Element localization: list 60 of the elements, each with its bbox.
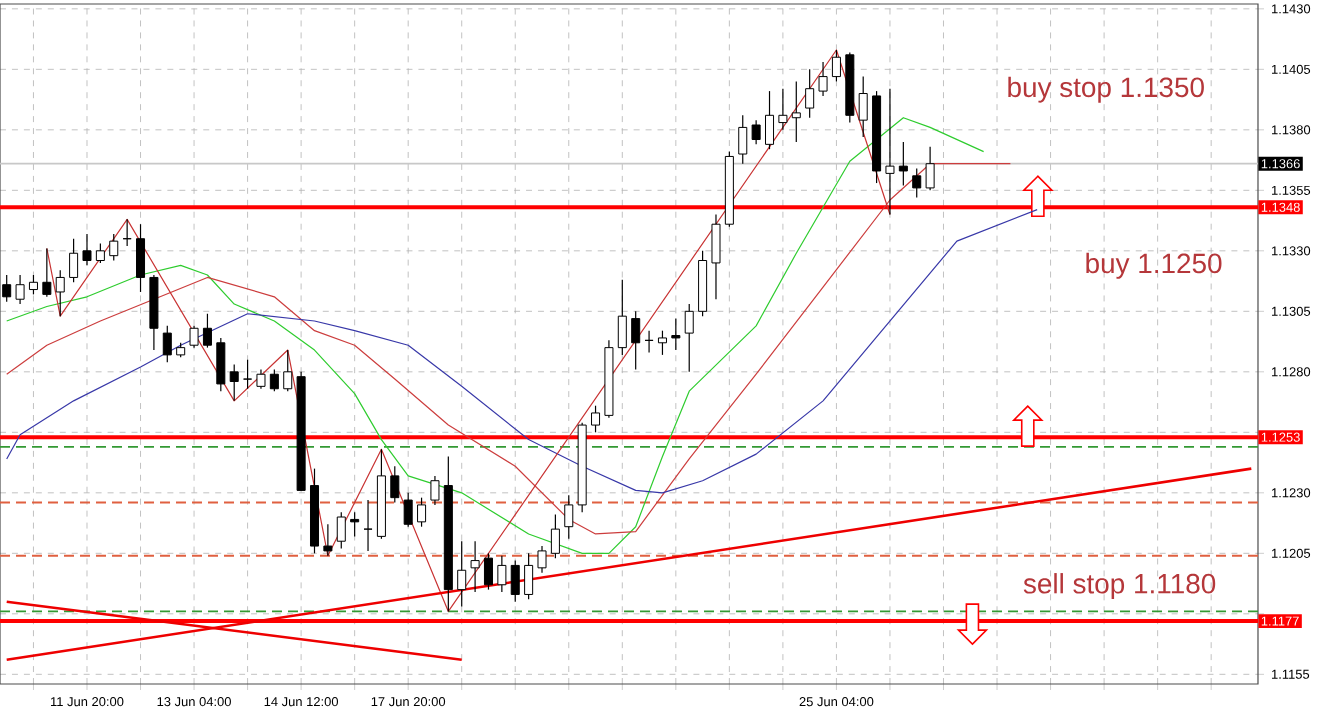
candlestick (483, 552, 493, 591)
candlestick (202, 313, 212, 349)
candlestick (430, 475, 440, 506)
candlestick (550, 514, 560, 559)
annotation: buy 1.1250 (1086, 252, 1222, 279)
candlestick (858, 75, 868, 138)
candlestick (2, 274, 12, 303)
candlestick (831, 49, 841, 83)
candlestick (711, 213, 721, 300)
candlestick (363, 499, 373, 552)
candlestick (229, 363, 239, 402)
candlestick (671, 317, 681, 351)
candlestick (510, 559, 520, 603)
candlestick (256, 368, 266, 390)
candlestick (403, 492, 413, 528)
candlestick (885, 88, 895, 216)
candlestick (336, 511, 346, 550)
candlestick (55, 269, 65, 317)
candlestick (631, 310, 641, 370)
candlestick (657, 330, 667, 356)
candlestick (738, 114, 748, 165)
candlestick (684, 303, 694, 373)
candlestick (189, 325, 199, 349)
candlestick (805, 68, 815, 119)
candlestick (95, 242, 105, 264)
annotation: buy stop 1.1350 (1008, 76, 1204, 103)
candlestick (28, 274, 38, 295)
candlestick (216, 337, 226, 392)
candlestick (898, 141, 908, 187)
annotation: sell stop 1.1180 (1023, 573, 1216, 600)
candlestick (82, 233, 92, 266)
candlestick (390, 465, 400, 504)
candlestick (751, 119, 761, 145)
candlestick (925, 146, 935, 191)
candlestick (323, 523, 333, 557)
candlestick (269, 368, 279, 392)
candlestick (818, 61, 828, 97)
candlestick (457, 540, 467, 608)
candlestick (15, 274, 25, 305)
candlestick (417, 497, 427, 528)
candlestick (42, 247, 52, 298)
candlestick (564, 494, 574, 540)
candlestick (283, 349, 293, 392)
candlestick (136, 223, 146, 293)
candlestick (765, 90, 775, 150)
candlestick (350, 511, 360, 537)
candlestick (470, 540, 480, 593)
candlestick (69, 238, 79, 283)
candlestick (162, 325, 172, 363)
line-series (6, 117, 985, 554)
candlestick (791, 80, 801, 143)
candlestick (778, 88, 788, 131)
candlestick (243, 359, 253, 390)
candlestick (537, 545, 547, 574)
candlestick (524, 552, 534, 600)
candlestick (109, 233, 119, 262)
candlestick (497, 555, 507, 593)
candlestick (617, 279, 627, 356)
candlestick (912, 167, 922, 199)
candlestick (591, 405, 601, 433)
